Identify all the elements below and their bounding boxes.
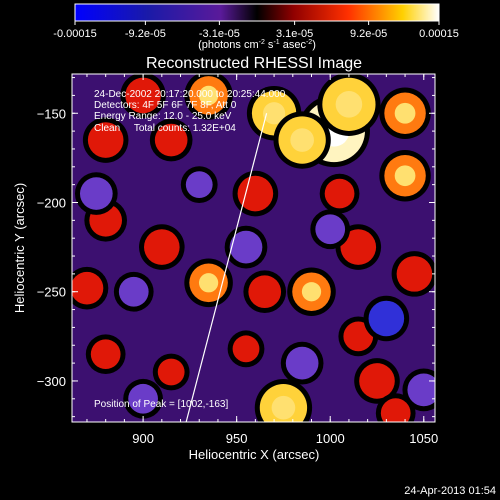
- heatmap-source: [359, 363, 395, 399]
- annotation-time-range: 24-Dec-2002 20:17:20.000 to 20:25:44.000: [94, 89, 286, 100]
- heatmap-source-core: [198, 85, 219, 106]
- heatmap-source: [118, 276, 149, 307]
- colorbar-tick-label: 0.00015: [419, 28, 459, 40]
- annotation-detectors: Detectors: 4F 5F 6F 7F 8F, Att 0: [94, 100, 237, 111]
- colorbar: -0.00015 -9.2e-05 -3.1e-05 3.1e-05 9.2e-05 0.…: [53, 3, 459, 51]
- colorbar-tick-label: 3.1e-05: [276, 28, 313, 40]
- heatmap-source: [229, 230, 263, 264]
- y-tick-label: −200: [37, 195, 66, 210]
- heatmap-source: [324, 178, 355, 209]
- heatmap-source-core: [290, 128, 314, 152]
- x-tick-label: 900: [132, 431, 154, 446]
- heatmap-source-core: [198, 273, 219, 293]
- heatmap-source: [185, 171, 213, 199]
- annotation-energy-range: Energy Range: 12.0 - 25.0 keV: [94, 111, 232, 122]
- heatmap-source: [232, 335, 260, 363]
- heatmap-source: [285, 346, 319, 380]
- colorbar-tick-label: -0.00015: [53, 28, 96, 40]
- y-axis-label: Heliocentric Y (arcsec): [12, 183, 27, 313]
- y-tick-label: −250: [37, 285, 66, 300]
- solar-limb-line: [185, 113, 268, 422]
- colorbar-tick-label: -3.1e-05: [199, 28, 240, 40]
- colorbar-tick-label: -9.2e-05: [125, 28, 166, 40]
- heatmap-source-core: [262, 102, 286, 125]
- heatmap-source: [396, 256, 433, 292]
- colorbar-unit-label: (photons cm-2 s-1 asec-2): [198, 39, 316, 51]
- heatmap-source-core: [394, 102, 416, 124]
- x-tick-label: 1000: [316, 431, 345, 446]
- heatmap-source: [72, 271, 104, 305]
- heatmap-source-core: [335, 91, 363, 118]
- y-tick-label: −150: [37, 106, 66, 121]
- heatmap-image: [72, 74, 435, 422]
- heatmap-source-core: [394, 165, 416, 187]
- heatmap-source: [343, 321, 374, 352]
- y-tick-label: −300: [37, 374, 66, 389]
- x-axis: 900 950 1000 1050: [86, 74, 438, 446]
- heatmap-source: [340, 229, 377, 265]
- colorbar-tick-label: 9.2e-05: [350, 28, 387, 40]
- heatmap-source: [315, 214, 346, 245]
- heatmap-source: [128, 383, 158, 414]
- heatmap-source: [248, 275, 282, 309]
- colorbar-ticks: -0.00015 -9.2e-05 -3.1e-05 3.1e-05 9.2e-05 0.…: [53, 21, 459, 40]
- heatmap-source: [237, 175, 274, 212]
- heatmap-source: [87, 122, 124, 158]
- footer-timestamp: 24-Apr-2013 01:54: [404, 485, 496, 497]
- image-annotations: 24-Dec-2002 20:17:20.000 to 20:25:44.000…: [94, 89, 286, 410]
- heatmap-source: [79, 177, 113, 210]
- x-tick-label: 950: [226, 431, 248, 446]
- x-axis-label: Heliocentric X (arcsec): [189, 447, 320, 462]
- peak-position-label: Position of Peak = [1002,-163]: [94, 399, 228, 410]
- heatmap-source: [125, 77, 161, 114]
- chart-title: Reconstructed RHESSI Image: [146, 55, 362, 72]
- heatmap-source-core: [301, 282, 322, 302]
- y-axis: −150 −200 −250 −300: [37, 77, 435, 418]
- heatmap-source-core: [271, 395, 296, 420]
- x-tick-label: 1050: [409, 431, 438, 446]
- heatmap-source: [90, 339, 121, 370]
- heatmap-source: [380, 398, 411, 422]
- heatmap-source: [157, 358, 185, 386]
- heatmap-source: [144, 229, 180, 265]
- heatmap-source: [368, 300, 405, 337]
- heatmap-sources: [72, 74, 435, 422]
- heatmap-source: [154, 123, 188, 157]
- colorbar-gradient: [74, 3, 440, 22]
- heatmap-source: [407, 373, 435, 407]
- plot-frame: [71, 73, 436, 423]
- annotation-total-counts: Clean Total counts: 1.32E+04: [94, 123, 236, 134]
